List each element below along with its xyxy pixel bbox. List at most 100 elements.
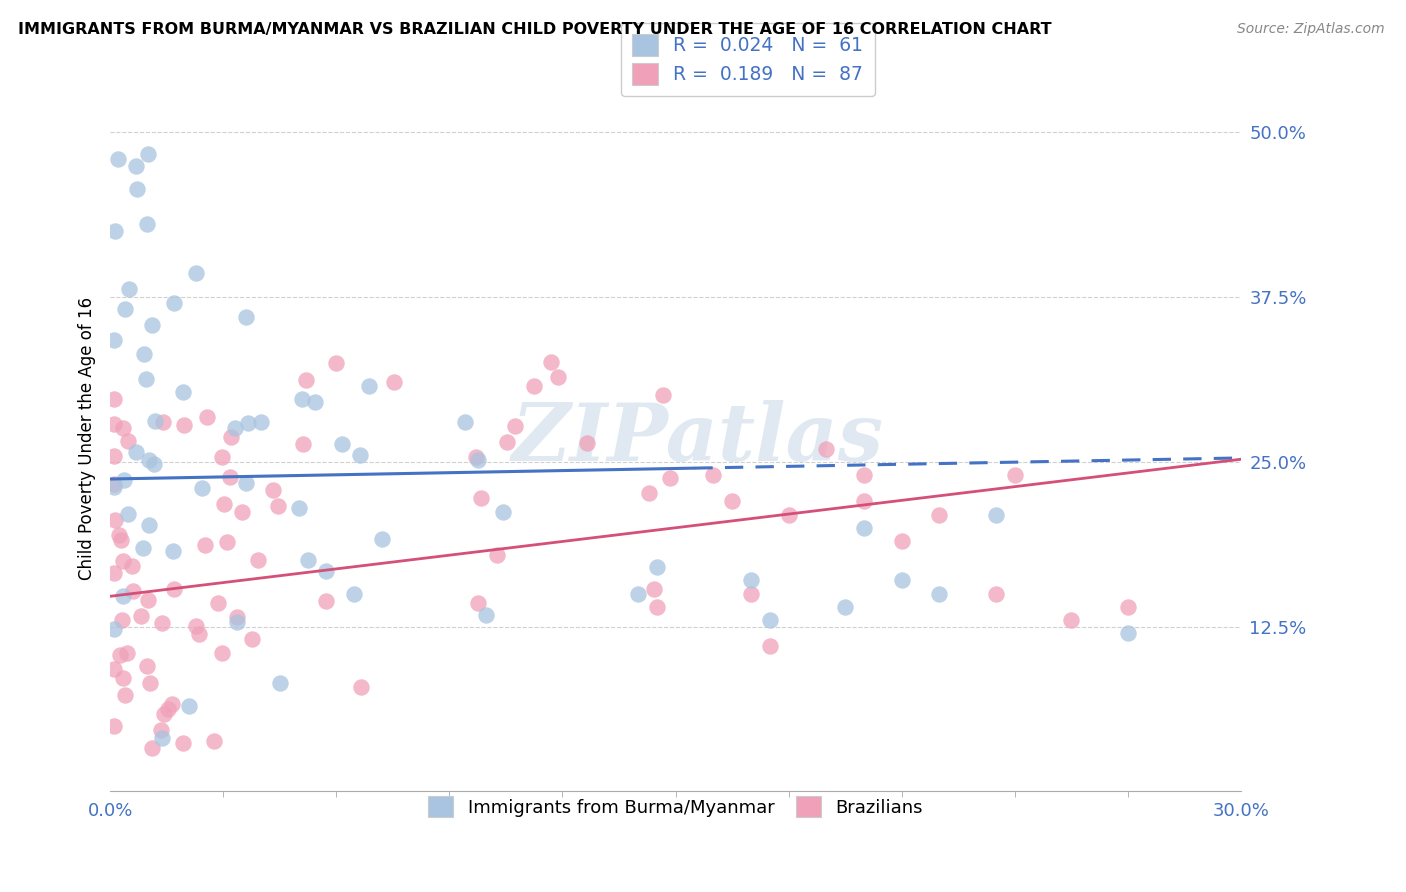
Point [645,560,668,574]
Point [240,632,263,646]
Point [778,508,800,522]
Point [207,596,229,610]
Point [104,224,127,238]
Point [162,544,184,558]
Point [107,153,129,167]
Point [627,587,650,601]
Point [702,468,724,483]
Point [187,627,209,641]
Point [172,736,194,750]
Point [163,582,186,596]
Point [118,282,141,296]
Point [117,507,139,521]
Point [111,613,134,627]
Point [225,610,247,624]
Point [211,647,233,661]
Point [111,554,134,568]
Point [108,528,131,542]
Point [266,499,288,513]
Point [523,378,546,392]
Point [928,508,950,522]
Point [163,295,186,310]
Point [138,676,160,690]
Point [1116,626,1139,640]
Y-axis label: Child Poverty Under the Age of 16: Child Poverty Under the Age of 16 [79,297,96,581]
Point [141,318,163,332]
Point [853,521,876,535]
Point [740,574,762,588]
Point [236,416,259,430]
Point [758,613,780,627]
Point [496,435,519,450]
Point [138,517,160,532]
Point [371,532,394,546]
Point [262,483,284,497]
Point [108,648,131,662]
Point [121,584,143,599]
Point [740,587,762,601]
Point [890,533,912,548]
Point [382,376,405,390]
Point [645,599,668,614]
Point [231,506,253,520]
Point [103,449,125,463]
Point [162,697,184,711]
Point [104,513,127,527]
Point [211,450,233,465]
Point [194,539,217,553]
Point [186,618,208,632]
Point [292,436,315,450]
Point [110,533,132,547]
Legend: Immigrants from Burma/Myanmar, Brazilians: Immigrants from Burma/Myanmar, Brazilian… [420,789,931,824]
Text: Source: ZipAtlas.com: Source: ZipAtlas.com [1237,22,1385,37]
Point [136,146,159,161]
Point [172,384,194,399]
Point [121,559,143,574]
Point [467,596,489,610]
Point [304,395,326,409]
Point [127,182,149,196]
Point [215,534,238,549]
Point [152,415,174,429]
Point [132,541,155,556]
Point [184,266,207,280]
Point [114,301,136,316]
Point [1116,599,1139,614]
Point [117,646,139,660]
Point [890,574,912,588]
Point [177,699,200,714]
Point [103,662,125,676]
Point [984,587,1007,601]
Point [103,480,125,494]
Point [212,497,235,511]
Point [125,159,148,173]
Point [103,566,125,581]
Point [103,622,125,636]
Point [815,442,838,456]
Point [291,392,314,407]
Point [117,434,139,449]
Point [295,373,318,387]
Point [149,723,172,737]
Point [143,414,166,428]
Point [1060,613,1083,627]
Point [250,415,273,429]
Point [202,734,225,748]
Point [103,417,125,431]
Point [315,594,337,608]
Point [134,347,156,361]
Point [112,473,135,487]
Point [142,457,165,471]
Text: ZIPatlas: ZIPatlas [512,401,884,477]
Point [111,421,134,435]
Point [246,553,269,567]
Point [834,599,856,614]
Point [643,582,665,596]
Point [235,310,257,324]
Point [651,388,673,402]
Point [135,372,157,386]
Point [153,706,176,721]
Point [984,508,1007,522]
Point [125,445,148,459]
Point [150,616,173,631]
